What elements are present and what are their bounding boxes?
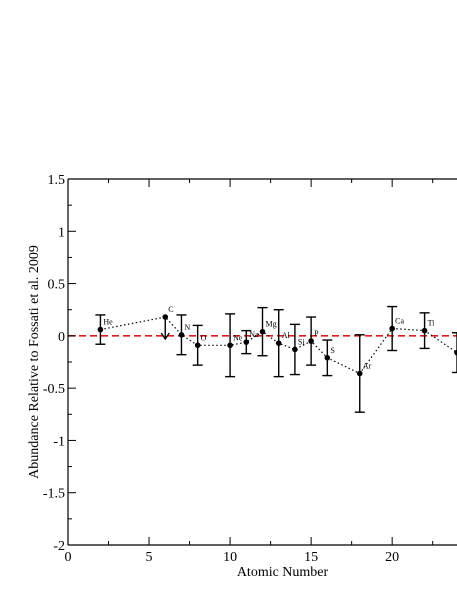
x-axis-title: Atomic Number bbox=[237, 565, 329, 580]
x-tick-label: 10 bbox=[223, 550, 237, 565]
series-line bbox=[100, 316, 457, 375]
y-tick-label: 1.5 bbox=[48, 173, 66, 188]
point-label: Ca bbox=[395, 317, 404, 326]
point-label: S bbox=[330, 346, 334, 355]
y-tick-label: -0.5 bbox=[43, 382, 65, 397]
y-tick-label: -2 bbox=[53, 539, 65, 554]
y-tick-label: 1 bbox=[58, 225, 65, 240]
point-label: P bbox=[314, 329, 319, 338]
data-point bbox=[324, 355, 331, 361]
y-tick-label: 0 bbox=[58, 330, 65, 345]
point-label: He bbox=[103, 318, 113, 327]
data-point bbox=[356, 370, 363, 377]
data-point bbox=[389, 325, 395, 332]
data-point bbox=[454, 349, 457, 356]
point-label: Ne bbox=[233, 333, 243, 342]
point-label: Na bbox=[249, 330, 259, 339]
data-point bbox=[194, 342, 201, 349]
point-label: Al bbox=[282, 331, 291, 340]
x-tick-label: 20 bbox=[385, 550, 399, 565]
point-label: C bbox=[168, 305, 173, 314]
point-label: Si bbox=[298, 337, 305, 346]
upper-limit-arrowhead bbox=[160, 332, 170, 341]
data-point bbox=[292, 346, 298, 353]
data-point bbox=[97, 326, 104, 333]
data-point bbox=[275, 340, 282, 346]
y-tick-label: -1 bbox=[53, 434, 65, 449]
data-point bbox=[243, 339, 250, 345]
y-tick-label: -1.5 bbox=[43, 487, 65, 502]
point-label: O bbox=[201, 333, 207, 342]
data-point bbox=[162, 314, 169, 320]
point-label: Ar bbox=[363, 362, 372, 371]
point-label: Ti bbox=[428, 319, 436, 328]
y-axis-title: Abundance Relative to Fossati et al. 200… bbox=[27, 245, 42, 479]
data-point bbox=[227, 342, 233, 349]
data-point bbox=[308, 338, 314, 344]
data-point bbox=[421, 327, 428, 334]
point-label: Mg bbox=[266, 320, 277, 329]
point-label: N bbox=[184, 323, 190, 332]
data-point bbox=[259, 328, 266, 335]
x-tick-label: 5 bbox=[146, 550, 153, 565]
data-point bbox=[178, 332, 185, 338]
y-tick-label: 0.5 bbox=[48, 278, 66, 293]
x-tick-label: 15 bbox=[304, 550, 318, 565]
x-tick-label: 0 bbox=[65, 550, 72, 565]
